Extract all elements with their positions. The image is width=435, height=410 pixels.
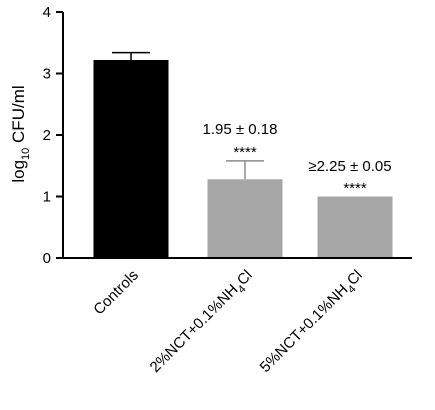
- bars: [93, 51, 393, 258]
- bar: [207, 179, 283, 258]
- x-tick-label: Controls: [90, 267, 142, 319]
- y-axis: 0 1 2 3 4: [43, 4, 64, 267]
- x-tick-label: 5%NCT+0.1%NH4Cl: [257, 267, 369, 379]
- annotation-value: 1.95 ± 0.18: [203, 121, 278, 138]
- annotation-value: ≥2.25 ± 0.05: [308, 158, 391, 175]
- y-tick-label: 3: [43, 66, 51, 83]
- y-tick-label: 1: [43, 189, 51, 206]
- y-tick-label: 0: [43, 250, 51, 267]
- significance-stars: ****: [343, 180, 367, 197]
- y-tick-label: 2: [43, 127, 51, 144]
- x-tick-label: 2%NCT+0.1%NH4Cl: [147, 267, 259, 379]
- annotations: 1.95 ± 0.18 **** ≥2.25 ± 0.05 ****: [203, 121, 392, 197]
- y-tick-label: 4: [43, 4, 51, 21]
- bar: [317, 196, 393, 258]
- bar: [93, 59, 169, 258]
- significance-stars: ****: [233, 144, 257, 161]
- y-axis-title: log10 CFU/ml: [9, 85, 32, 182]
